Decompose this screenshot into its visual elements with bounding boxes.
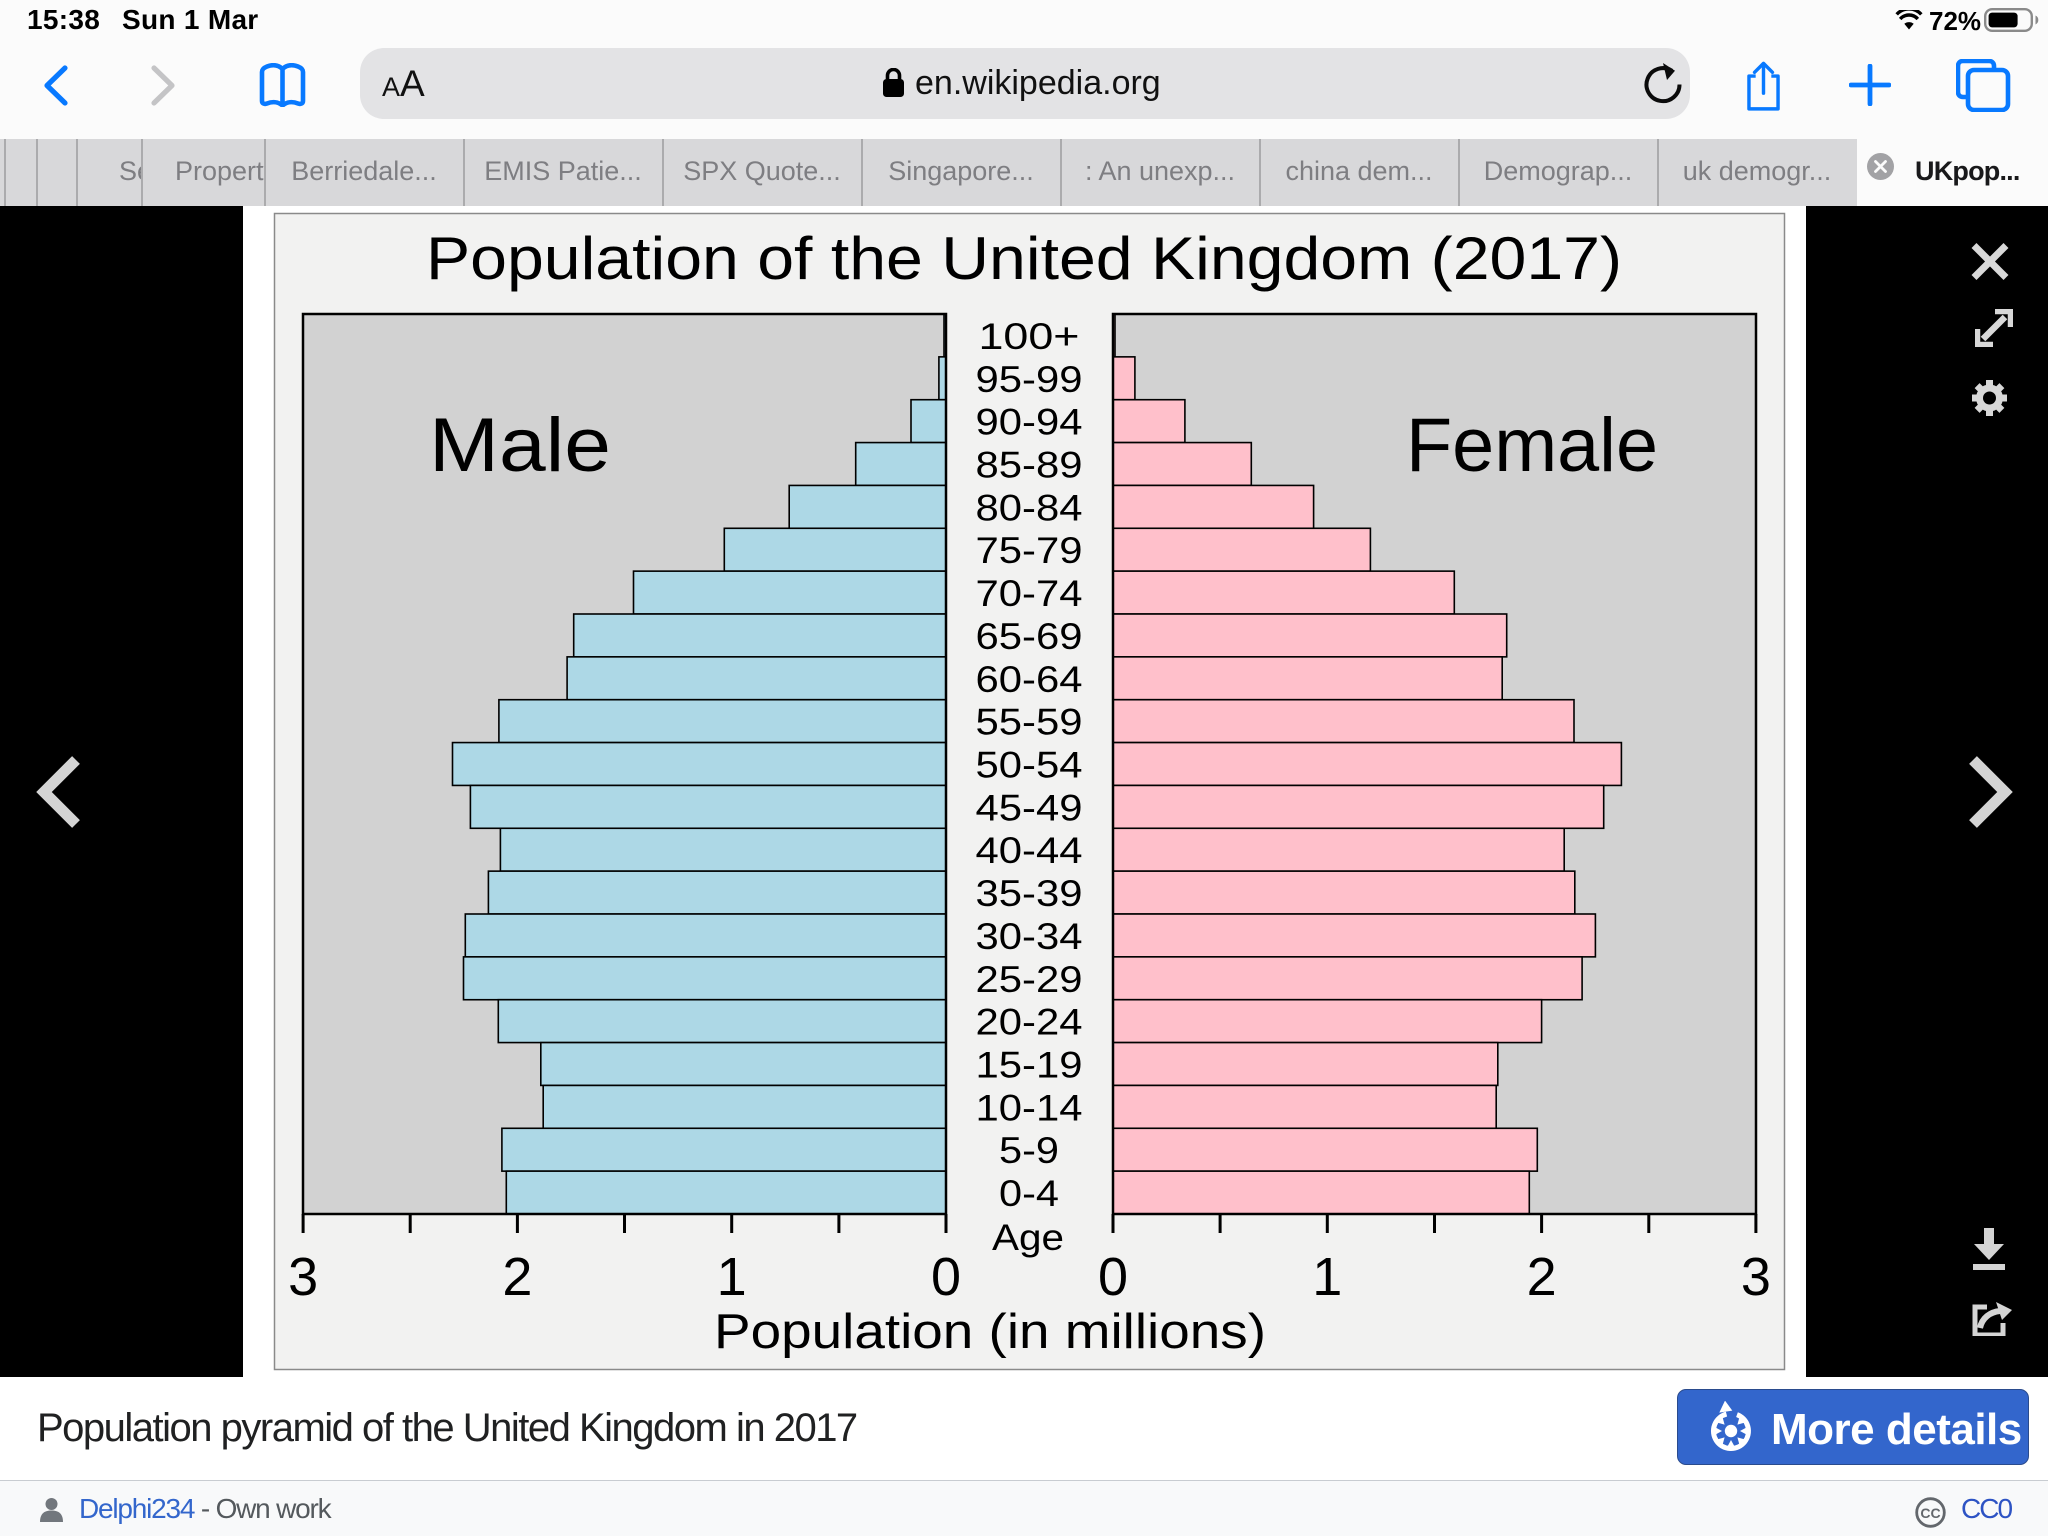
svg-text:15-19: 15-19 <box>976 1045 1083 1086</box>
svg-text:60-64: 60-64 <box>976 659 1083 700</box>
svg-text:30-34: 30-34 <box>976 916 1083 957</box>
svg-text:100+: 100+ <box>979 316 1080 357</box>
svg-text:50-54: 50-54 <box>976 745 1083 786</box>
svg-text:Age: Age <box>992 1217 1064 1258</box>
svg-text:25-29: 25-29 <box>976 959 1083 1000</box>
svg-text:35-39: 35-39 <box>976 873 1083 914</box>
svg-text:Female: Female <box>1406 403 1658 488</box>
svg-text:85-89: 85-89 <box>976 445 1083 486</box>
svg-text:1: 1 <box>1312 1247 1342 1307</box>
svg-text:2: 2 <box>1527 1247 1557 1307</box>
svg-text:3: 3 <box>288 1247 318 1307</box>
svg-text:90-94: 90-94 <box>976 402 1083 443</box>
svg-text:20-24: 20-24 <box>976 1002 1083 1043</box>
svg-text:CC: CC <box>1920 1505 1940 1521</box>
svg-text:80-84: 80-84 <box>976 487 1083 528</box>
svg-text:5-9: 5-9 <box>999 1130 1059 1171</box>
svg-text:1: 1 <box>717 1247 747 1307</box>
svg-text:Population (in millions): Population (in millions) <box>714 1305 1266 1359</box>
svg-text:70-74: 70-74 <box>976 573 1083 614</box>
svg-text:65-69: 65-69 <box>976 616 1083 657</box>
svg-text:Male: Male <box>429 403 611 488</box>
svg-text:0: 0 <box>1098 1247 1128 1307</box>
svg-text:3: 3 <box>1741 1247 1771 1307</box>
svg-text:75-79: 75-79 <box>976 530 1083 571</box>
svg-text:40-44: 40-44 <box>976 830 1083 871</box>
svg-text:95-99: 95-99 <box>976 359 1083 400</box>
svg-text:Population of the United Kingd: Population of the United Kingdom (2017) <box>426 225 1622 292</box>
svg-text:0-4: 0-4 <box>999 1173 1059 1214</box>
svg-text:45-49: 45-49 <box>976 787 1083 828</box>
svg-text:55-59: 55-59 <box>976 702 1083 743</box>
svg-text:0: 0 <box>931 1247 961 1307</box>
svg-text:2: 2 <box>502 1247 532 1307</box>
svg-text:10-14: 10-14 <box>976 1087 1083 1128</box>
